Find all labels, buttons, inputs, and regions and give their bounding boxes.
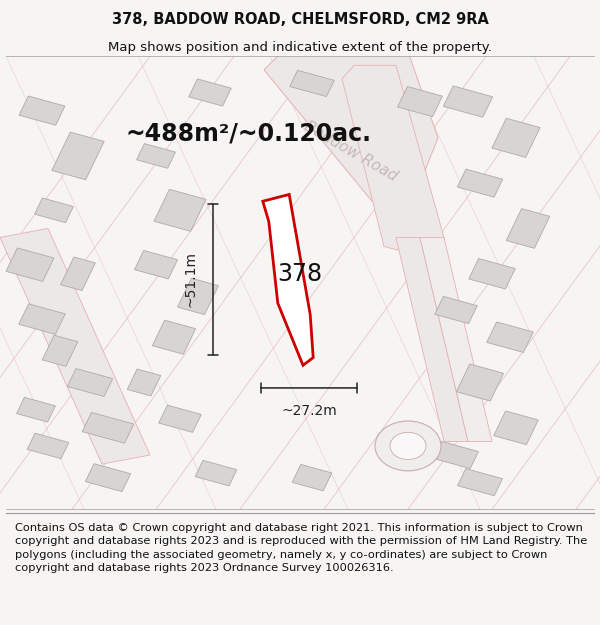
Bar [19,304,65,334]
Bar [457,169,503,197]
Bar [134,251,178,279]
Bar [67,369,113,396]
Circle shape [375,421,441,471]
Text: Map shows position and indicative extent of the property.: Map shows position and indicative extent… [108,41,492,54]
Text: ~27.2m: ~27.2m [281,404,337,418]
Bar [154,189,206,231]
Bar [61,257,95,291]
Polygon shape [420,238,492,441]
Bar [487,322,533,352]
Bar [434,441,478,469]
Bar [506,209,550,248]
Circle shape [390,432,426,459]
Bar [137,144,175,168]
Polygon shape [0,228,150,464]
Bar [127,369,161,396]
Bar [435,296,477,324]
Bar [469,259,515,289]
Bar [494,411,538,444]
Bar [443,86,493,118]
Bar [17,398,55,422]
Bar [85,464,131,492]
Bar [189,79,231,106]
Bar [159,405,201,432]
Bar [178,278,218,314]
Bar [457,364,503,401]
Text: 378, BADDOW ROAD, CHELMSFORD, CM2 9RA: 378, BADDOW ROAD, CHELMSFORD, CM2 9RA [112,12,488,28]
Text: ~488m²/~0.120ac.: ~488m²/~0.120ac. [126,122,372,146]
Text: Contains OS data © Crown copyright and database right 2021. This information is : Contains OS data © Crown copyright and d… [15,523,587,573]
Bar [152,320,196,354]
Bar [52,132,104,180]
Bar [292,464,332,491]
Polygon shape [263,194,313,365]
Bar [19,96,65,125]
Text: ~51.1m: ~51.1m [184,251,198,308]
Bar [82,412,134,443]
Polygon shape [342,65,444,260]
Bar [42,335,78,366]
Bar [27,433,69,459]
Bar [35,198,73,222]
Bar [398,86,442,117]
Text: 378: 378 [277,262,323,286]
Bar [458,469,502,496]
Bar [195,461,237,486]
Bar [6,248,54,281]
Polygon shape [396,238,468,441]
Polygon shape [264,52,438,201]
Bar [492,118,540,158]
Text: Baddow Road: Baddow Road [302,119,400,184]
Bar [290,70,334,97]
